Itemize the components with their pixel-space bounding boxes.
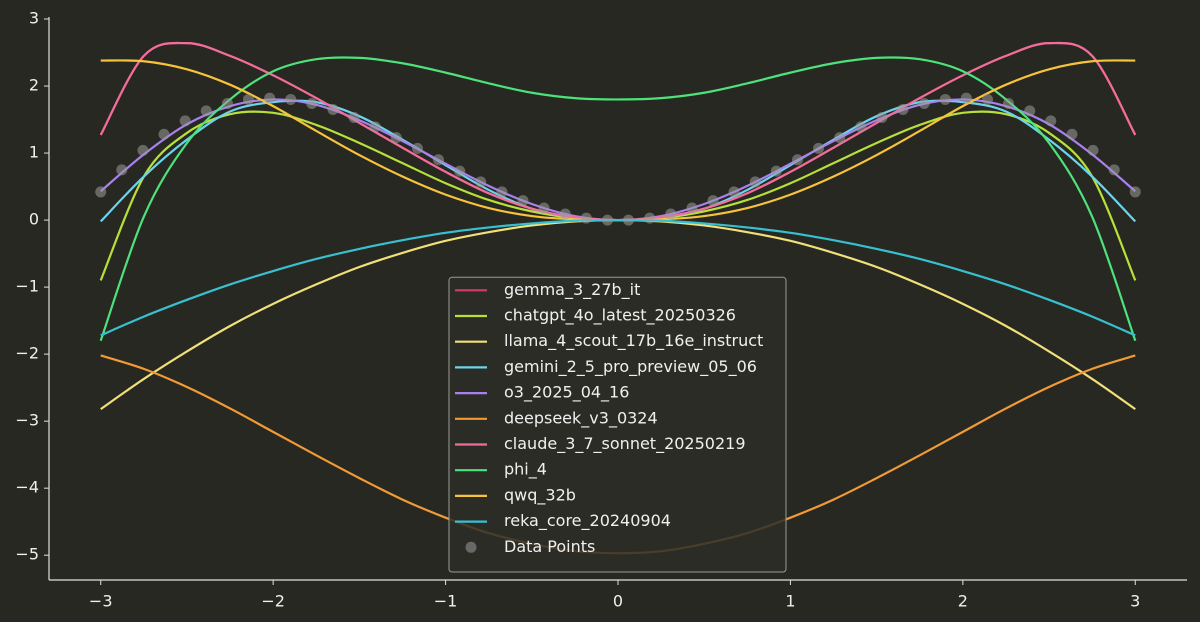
data-point [1129,186,1141,198]
legend-label: qwq_32b [504,485,576,505]
data-point [221,97,233,109]
data-point [601,214,613,226]
data-point [770,165,782,177]
data-point [707,195,719,207]
data-point [1045,115,1057,127]
data-point [390,132,402,144]
y-tick-label: 1 [29,143,39,162]
legend-label: gemini_2_5_pro_preview_05_06 [504,357,757,377]
legend-label: o3_2025_04_16 [504,383,629,403]
data-point [876,112,888,124]
legend-label: deepseek_v3_0324 [504,408,658,428]
legend-marker [465,541,477,553]
data-point [897,103,909,115]
data-point [749,176,761,188]
y-tick-label: −1 [15,277,39,296]
data-point [137,144,149,156]
data-point [475,176,487,188]
data-point [728,186,740,198]
data-point [517,195,529,207]
y-tick-label: 0 [29,210,39,229]
x-tick-label: 0 [613,592,623,611]
data-point [1108,164,1120,176]
legend-label: llama_4_scout_17b_16e_instruct [504,331,763,351]
data-point [813,142,825,154]
line [100,218,1136,337]
data-point [179,115,191,127]
data-point [918,97,930,109]
data-point [327,103,339,115]
data-point [939,93,951,105]
x-tick-label: 2 [958,592,968,611]
y-tick-label: 2 [29,76,39,95]
x-tick-label: −1 [434,592,458,611]
legend: gemma_3_27b_it chatgpt_4o_latest_20250326… [448,276,787,573]
data-point [982,93,994,105]
data-point [348,112,360,124]
data-point [242,93,254,105]
data-point [1003,97,1015,109]
x-tick-label: 3 [1130,592,1140,611]
data-point [411,142,423,154]
y-tick-label: −2 [15,344,39,363]
x-tick-label: −3 [89,592,113,611]
legend-label: Data Points [504,537,595,556]
data-point [559,208,571,220]
data-point [1087,144,1099,156]
data-point [95,186,107,198]
data-point [855,121,867,133]
data-point [454,165,466,177]
data-point [623,214,635,226]
legend-label: chatgpt_4o_latest_20250326 [504,306,736,326]
data-point [369,121,381,133]
y-tick-label: 3 [29,9,39,28]
legend-label: claude_3_7_sonnet_20250219 [504,434,746,454]
legend-label: reka_core_20240904 [504,511,671,531]
data-point [200,105,212,117]
data-point [834,132,846,144]
data-point [686,202,698,214]
data-point [791,154,803,166]
legend-label: phi_4 [504,460,547,480]
y-tick-label: −5 [15,545,39,564]
data-point [580,212,592,224]
line [99,56,1137,342]
data-point [285,93,297,105]
data-point [158,128,170,140]
data-point [960,92,972,104]
y-tick-label: −4 [15,478,39,497]
data-point [116,164,128,176]
data-point [433,154,445,166]
data-point [1024,105,1036,117]
data-point [264,92,276,104]
data-point [644,212,656,224]
legend-label: gemma_3_27b_it [504,280,640,300]
x-tick-label: −2 [261,592,285,611]
data-point [665,208,677,220]
y-tick-label: −3 [15,411,39,430]
legend-box [448,276,787,573]
x-tick-label: 1 [785,592,795,611]
data-point [496,186,508,198]
data-point [306,97,318,109]
data-point [1066,128,1078,140]
data-point [538,202,550,214]
